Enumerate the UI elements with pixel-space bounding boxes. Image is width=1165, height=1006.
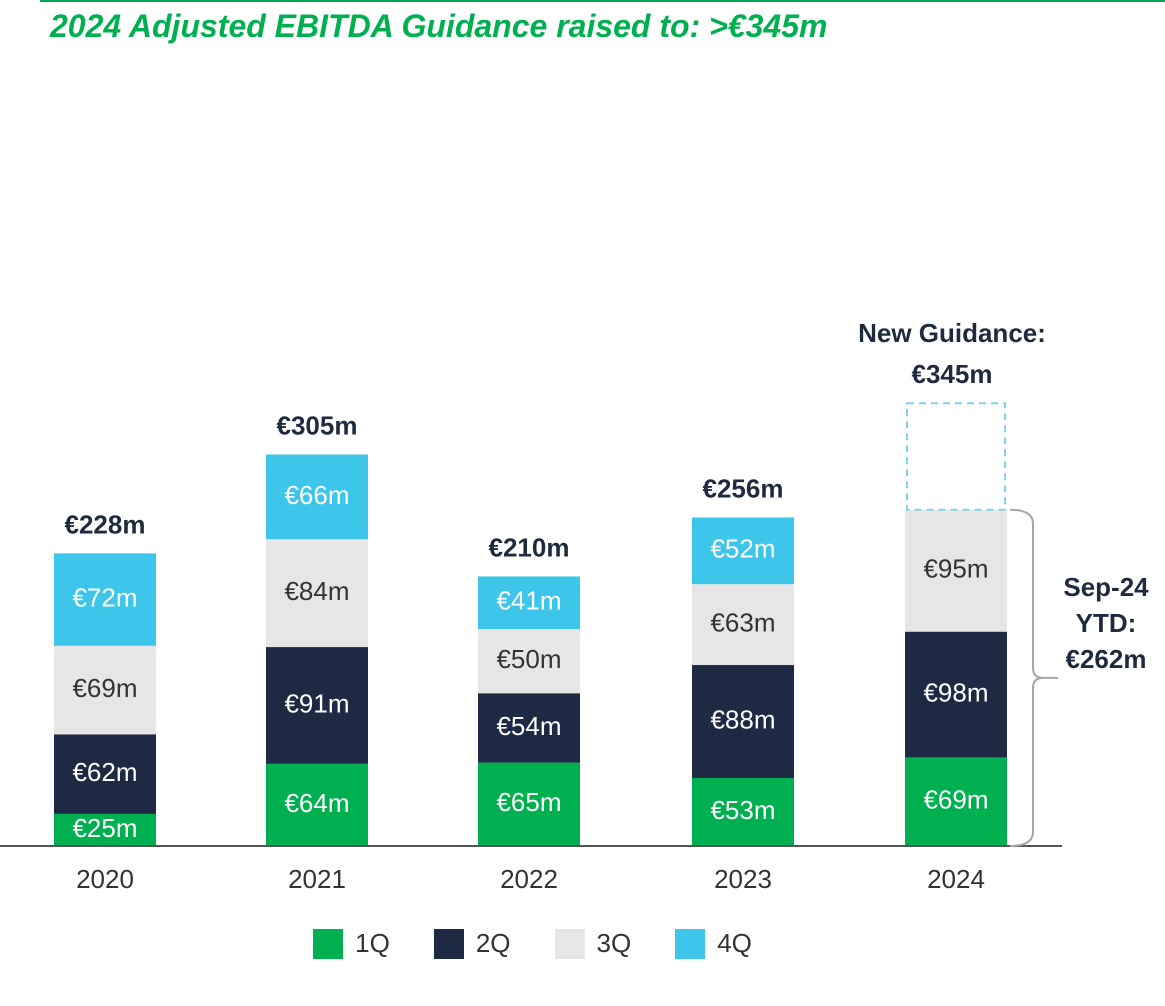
bar-2022-3Q: [478, 629, 580, 694]
bar-2020-4Q: [54, 553, 156, 646]
total-label-2023: €256m: [703, 473, 784, 503]
labels-layer: €25m €62m €69m €72m €228m 2020 €64m €91m €84m €66…: [65, 318, 1150, 894]
bar-2020-2Q: [54, 734, 156, 814]
total-label-2020: €228m: [65, 509, 146, 539]
bar-2022-4Q: [478, 576, 580, 630]
bar-value-label-2020-3Q: €69m: [72, 673, 137, 703]
x-tick-label-2020: 2020: [76, 864, 134, 894]
bar-value-label-2023-1Q: €53m: [710, 795, 775, 825]
bars-layer: [0, 402, 1062, 847]
bar-2024-3Q: [905, 509, 1007, 632]
bar-2020-3Q: [54, 645, 156, 735]
bar-value-label-2023-3Q: €63m: [710, 607, 775, 637]
bar-2022-1Q: [478, 762, 580, 846]
guidance-label-line1: New Guidance:: [858, 318, 1046, 348]
bar-2023-1Q: [692, 777, 794, 846]
bar-2023-4Q: [692, 517, 794, 585]
x-tick-label-2022: 2022: [500, 864, 558, 894]
x-tick-label-2023: 2023: [714, 864, 772, 894]
legend-item-1Q: 1Q: [313, 928, 390, 959]
bar-value-label-2023-2Q: €88m: [710, 704, 775, 734]
bar-2024-2Q: [905, 631, 1007, 758]
legend: 1Q 2Q 3Q 4Q: [0, 928, 1065, 959]
bar-value-label-2022-3Q: €50m: [496, 644, 561, 674]
guidance-value: €345m: [912, 359, 993, 389]
bar-value-label-2021-4Q: €66m: [284, 480, 349, 510]
title-rule: [40, 0, 1165, 2]
legend-item-3Q: 3Q: [554, 928, 632, 959]
bar-value-label-2021-3Q: €84m: [284, 576, 349, 606]
x-tick-label-2021: 2021: [288, 864, 346, 894]
legend-swatch-1Q: [313, 928, 344, 959]
bar-2021-2Q: [266, 647, 368, 764]
legend-item-4Q: 4Q: [675, 928, 752, 959]
legend-item-2Q: 2Q: [433, 928, 511, 959]
legend-label-4Q: 4Q: [717, 928, 752, 958]
ytd-label-value: €262m: [1066, 644, 1147, 674]
total-label-2021: €305m: [277, 411, 358, 441]
bar-2020-1Q: [54, 813, 156, 846]
guidance-box: [906, 402, 1006, 511]
bar-value-label-2022-4Q: €41m: [496, 586, 561, 616]
legend-label-3Q: 3Q: [596, 928, 632, 958]
legend-label-1Q: 1Q: [355, 928, 390, 958]
page-title: 2024 Adjusted EBITDA Guidance raised to:…: [50, 8, 828, 44]
legend-swatch-4Q: [675, 928, 706, 959]
bar-value-label-2020-2Q: €62m: [72, 757, 137, 787]
bar-value-label-2024-3Q: €95m: [923, 554, 988, 584]
bar-value-label-2023-4Q: €52m: [710, 534, 775, 564]
bar-2023-2Q: [692, 665, 794, 778]
ytd-label-period: Sep-24: [1063, 572, 1149, 602]
x-tick-label-2024: 2024: [927, 864, 985, 894]
bar-value-label-2024-1Q: €69m: [923, 785, 988, 815]
ytd-bracket: [1009, 508, 1044, 847]
legend-swatch-2Q: [433, 928, 464, 959]
bar-2021-1Q: [266, 763, 368, 846]
bar-2021-4Q: [266, 454, 368, 540]
bar-value-label-2022-2Q: €54m: [496, 711, 561, 741]
legend-label-2Q: 2Q: [475, 928, 511, 958]
bar-value-label-2024-2Q: €98m: [923, 677, 988, 707]
bar-value-label-2020-4Q: €72m: [72, 582, 137, 612]
stacked-bar-chart: €25m €62m €69m €72m €228m 2020 €64m €91m €84m €66…: [0, 318, 1150, 894]
total-label-2022: €210m: [489, 532, 570, 562]
bar-2021-3Q: [266, 539, 368, 648]
bar-2023-3Q: [692, 584, 794, 666]
bar-value-label-2021-2Q: €91m: [284, 688, 349, 718]
bar-2024-1Q: [905, 757, 1007, 846]
bar-value-label-2022-1Q: €65m: [496, 787, 561, 817]
bar-value-label-2021-1Q: €64m: [284, 788, 349, 818]
legend-swatch-3Q: [554, 928, 585, 959]
bar-value-label-2020-1Q: €25m: [72, 813, 137, 843]
ytd-label-caption: YTD:: [1076, 608, 1137, 638]
bar-2022-2Q: [478, 693, 580, 763]
